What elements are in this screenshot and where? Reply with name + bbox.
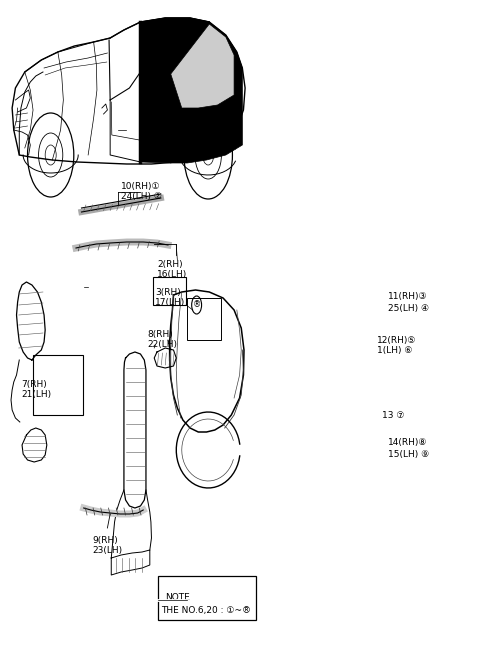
Text: NOTE: NOTE <box>165 593 190 601</box>
Text: 8(RH): 8(RH) <box>148 331 173 339</box>
Text: 9(RH): 9(RH) <box>93 536 118 544</box>
Text: 25(LH) ④: 25(LH) ④ <box>388 304 430 312</box>
Text: 23(LH): 23(LH) <box>93 546 123 556</box>
Text: 22(LH): 22(LH) <box>148 341 178 349</box>
Bar <box>153 277 186 305</box>
Text: 12(RH)⑤: 12(RH)⑤ <box>377 335 417 345</box>
Text: 7(RH): 7(RH) <box>21 380 47 390</box>
Bar <box>33 355 83 415</box>
Text: ®: ® <box>192 300 201 310</box>
Text: 17(LH): 17(LH) <box>156 298 186 308</box>
Bar <box>187 298 221 340</box>
Polygon shape <box>141 18 242 163</box>
Text: 14(RH)⑧: 14(RH)⑧ <box>388 439 428 448</box>
Text: 13 ⑦: 13 ⑦ <box>382 411 404 419</box>
Text: 2(RH): 2(RH) <box>157 261 182 269</box>
Text: 3(RH): 3(RH) <box>156 288 181 298</box>
Bar <box>157 576 255 620</box>
Text: 21(LH): 21(LH) <box>21 390 51 399</box>
Text: 1(LH) ⑥: 1(LH) ⑥ <box>377 347 413 355</box>
Text: 15(LH) ⑨: 15(LH) ⑨ <box>388 450 430 460</box>
Text: THE NO.6,20 : ①~®: THE NO.6,20 : ①~® <box>161 605 251 614</box>
Text: 24(LH) ②: 24(LH) ② <box>121 192 162 200</box>
Polygon shape <box>171 24 234 108</box>
Text: 16(LH): 16(LH) <box>157 271 187 280</box>
Text: 10(RH)①: 10(RH)① <box>121 181 161 190</box>
Text: 11(RH)③: 11(RH)③ <box>388 292 428 302</box>
